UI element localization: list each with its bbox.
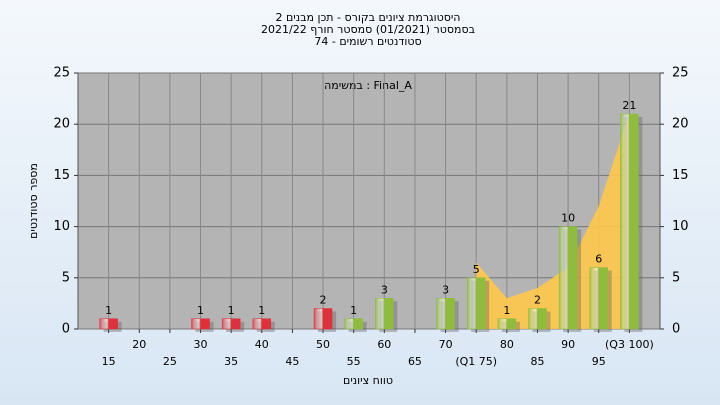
bar (466, 277, 486, 330)
bar (99, 318, 118, 330)
data-label: 1 (105, 304, 112, 317)
x-tick-label: 60 (377, 338, 391, 351)
bar (221, 318, 241, 330)
titles: היסטוגרמת ציונים בקורס - תכן מבנים 2בסמס… (261, 11, 475, 48)
x-tick-label: 55 (347, 355, 361, 368)
x-tick-label: 30 (194, 338, 208, 351)
bar (620, 113, 639, 330)
y-tick-label: 15 (53, 168, 70, 183)
x-tick-label: 40 (255, 338, 269, 351)
data-label: 3 (442, 283, 449, 296)
x-tick-label: 70 (439, 338, 453, 351)
bar (191, 318, 210, 330)
data-label: 1 (503, 304, 510, 317)
bar (252, 318, 272, 330)
y-tick-label: 25 (53, 66, 70, 81)
y2-tick-label: 15 (672, 168, 689, 183)
x-tick-label: 80 (500, 338, 514, 351)
y2-tick-label: 0 (672, 322, 680, 337)
chart-title: סטודנטים רשומים - 74 (314, 35, 421, 48)
y-tick-label: 20 (53, 117, 70, 132)
y2-tick-label: 20 (672, 117, 689, 132)
x-tick-label: 20 (132, 338, 146, 351)
data-label: 2 (320, 294, 327, 307)
x-tick-label: 95 (592, 355, 606, 368)
y-tick-label: 0 (62, 322, 70, 337)
bar (375, 298, 394, 330)
data-label: 10 (561, 212, 575, 225)
x-tick-label: (Q3 100) (605, 338, 654, 351)
bar (497, 318, 517, 330)
data-label: 2 (534, 294, 541, 307)
x-tick-label: 90 (561, 338, 575, 351)
data-label: 5 (473, 263, 480, 276)
annotation: במשימה : Final_A (324, 79, 412, 92)
bar (344, 318, 363, 330)
data-label: 1 (228, 304, 235, 317)
y-axis-label: מספר סטודנטים (27, 163, 40, 239)
y2-tick-label: 25 (672, 66, 689, 81)
x-tick-label: 85 (530, 355, 544, 368)
bar (436, 298, 455, 330)
x-tick-label: (Q1 75) (455, 355, 497, 368)
y2-tick-label: 5 (672, 270, 680, 285)
x-tick-label: 65 (408, 355, 422, 368)
data-label: 21 (622, 99, 636, 112)
x-tick-label: 25 (163, 355, 177, 368)
chart-title: היסטוגרמת ציונים בקורס - תכן מבנים 2 (276, 11, 461, 24)
y-tick-label: 10 (53, 219, 70, 234)
y-tick-label: 5 (62, 270, 70, 285)
bar (528, 308, 547, 330)
bar (313, 308, 333, 330)
data-label: 1 (350, 304, 357, 317)
data-label: 1 (258, 304, 265, 317)
x-tick-label: 15 (102, 355, 116, 368)
bar (558, 226, 578, 330)
x-tick-label: 35 (224, 355, 238, 368)
data-label: 6 (595, 253, 602, 266)
bar (589, 267, 608, 330)
chart-title: בסמסטר (01/2021) סמסטר חורף 2021/22 (261, 23, 475, 36)
x-tick-label: 50 (316, 338, 330, 351)
y2-tick-label: 10 (672, 219, 689, 234)
data-label: 3 (381, 283, 388, 296)
x-axis-label: טווח ציונים (343, 374, 393, 387)
data-label: 1 (197, 304, 204, 317)
x-tick-label: 45 (285, 355, 299, 368)
